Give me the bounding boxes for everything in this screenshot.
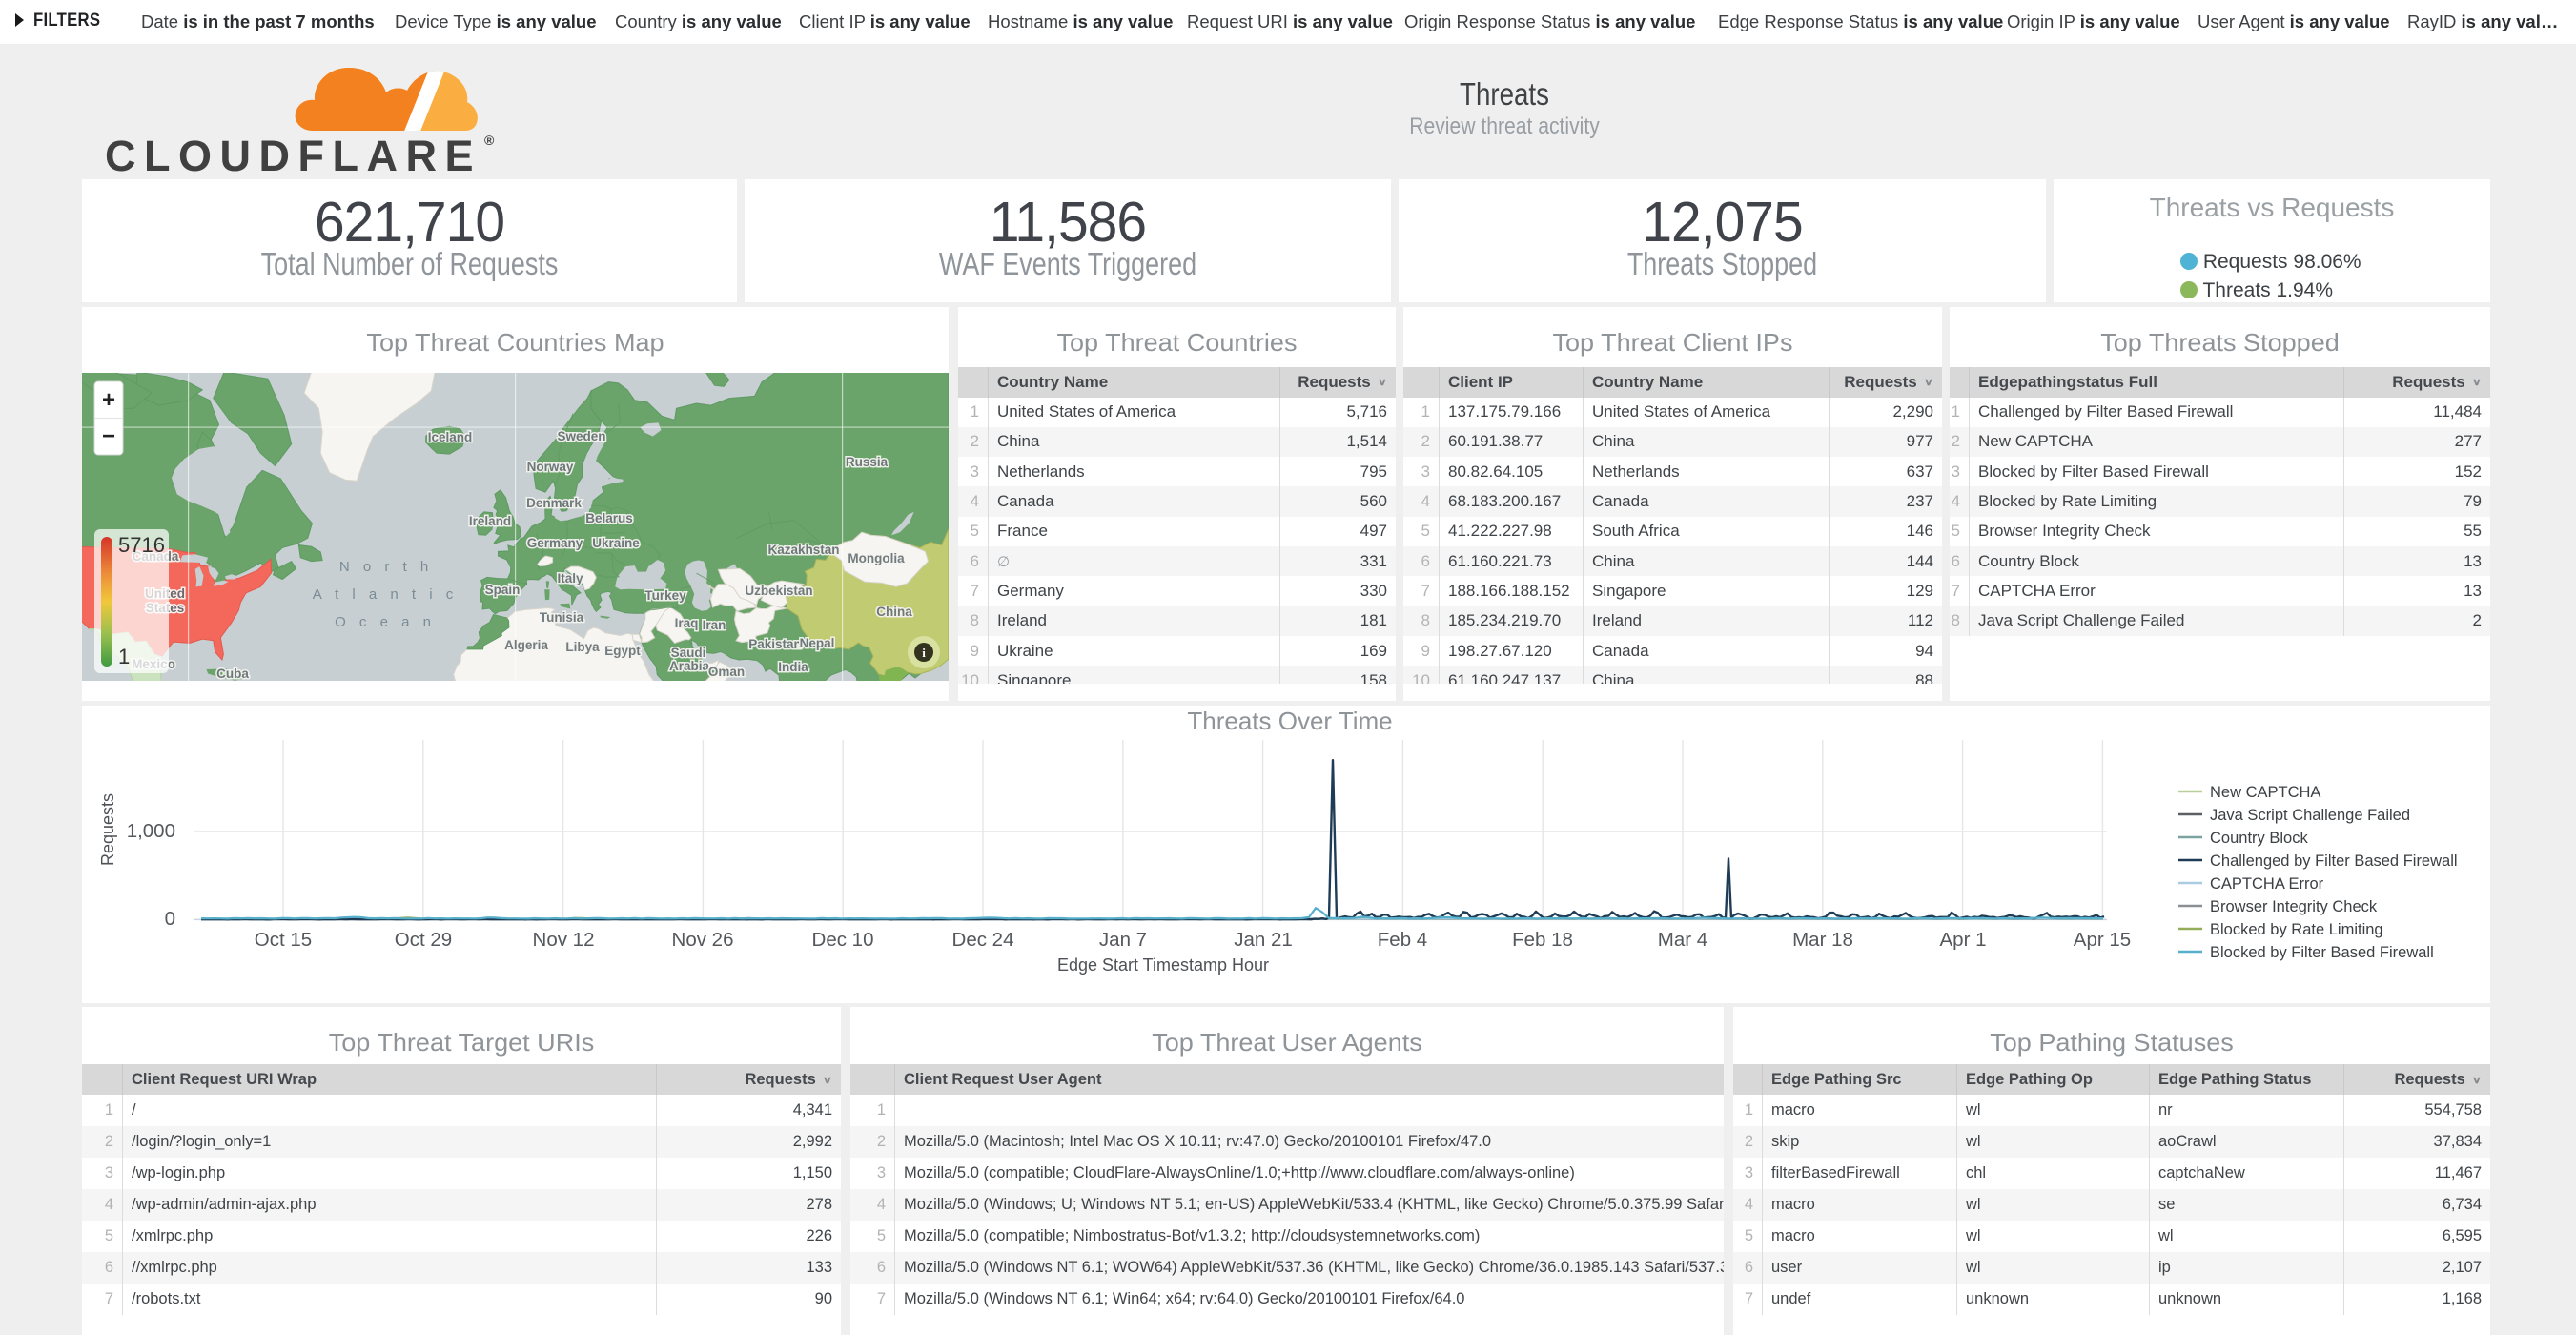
- svg-text:O c e a n: O c e a n: [335, 614, 436, 630]
- svg-text:New CAPTCHA: New CAPTCHA: [2210, 784, 2320, 801]
- svg-text:Country Block: Country Block: [2210, 830, 2308, 847]
- svg-text:Denmark: Denmark: [526, 496, 582, 510]
- svg-text:Apr 1: Apr 1: [1940, 929, 1987, 951]
- svg-text:Oct 15: Oct 15: [255, 929, 312, 951]
- svg-text:Turkey: Turkey: [644, 588, 686, 603]
- svg-text:N o r t h: N o r t h: [339, 559, 433, 575]
- svg-text:China: China: [876, 605, 912, 619]
- svg-text:®: ®: [484, 133, 495, 148]
- svg-text:Arabia: Arabia: [669, 659, 710, 673]
- svg-text:Browser Integrity Check: Browser Integrity Check: [2210, 898, 2378, 915]
- svg-text:+: +: [102, 387, 115, 413]
- svg-text:Mongolia: Mongolia: [848, 551, 905, 565]
- svg-text:1: 1: [118, 645, 130, 668]
- svg-text:Java Script Challenge Failed: Java Script Challenge Failed: [2210, 807, 2410, 824]
- svg-text:Iceland: Iceland: [428, 430, 473, 444]
- svg-text:Italy: Italy: [557, 571, 583, 585]
- svg-text:Requests: Requests: [98, 793, 117, 866]
- svg-text:Jan 7: Jan 7: [1099, 929, 1147, 951]
- svg-text:Nov 26: Nov 26: [672, 929, 734, 951]
- svg-text:A t l a n t i c: A t l a n t i c: [313, 586, 459, 603]
- svg-text:Nov 12: Nov 12: [533, 929, 595, 951]
- svg-text:Blocked by Filter Based Firewa: Blocked by Filter Based Firewall: [2210, 944, 2434, 961]
- svg-text:Mar 4: Mar 4: [1658, 929, 1707, 951]
- svg-text:Feb 18: Feb 18: [1512, 929, 1573, 951]
- svg-text:Russia: Russia: [846, 455, 889, 469]
- svg-text:Blocked by Rate Limiting: Blocked by Rate Limiting: [2210, 921, 2383, 938]
- svg-text:Jan 21: Jan 21: [1234, 929, 1293, 951]
- svg-text:Oct 29: Oct 29: [395, 929, 452, 951]
- svg-text:Mar 18: Mar 18: [1792, 929, 1853, 951]
- svg-text:1,000: 1,000: [127, 820, 175, 842]
- svg-text:5716: 5716: [118, 533, 165, 557]
- svg-text:Nepal: Nepal: [800, 636, 835, 650]
- svg-text:Uzbekistan: Uzbekistan: [745, 584, 812, 598]
- svg-text:Oman: Oman: [708, 665, 745, 679]
- svg-text:Algeria: Algeria: [504, 638, 548, 652]
- svg-text:Threats Over Time: Threats Over Time: [1187, 707, 1392, 735]
- svg-text:Sweden: Sweden: [557, 429, 605, 443]
- svg-text:Edge Start Timestamp Hour: Edge Start Timestamp Hour: [1057, 955, 1269, 975]
- svg-text:Dec 24: Dec 24: [952, 929, 1014, 951]
- svg-text:Ukraine: Ukraine: [592, 536, 640, 550]
- svg-text:Spain: Spain: [485, 583, 521, 597]
- svg-text:CLOUDFLARE: CLOUDFLARE: [105, 132, 481, 180]
- svg-text:i: i: [922, 646, 926, 660]
- svg-text:0: 0: [165, 908, 175, 930]
- svg-text:Dec 10: Dec 10: [812, 929, 874, 951]
- svg-text:Feb 4: Feb 4: [1378, 929, 1427, 951]
- svg-text:−: −: [102, 423, 115, 449]
- svg-text:Saudi: Saudi: [671, 646, 706, 660]
- svg-text:Iraq: Iraq: [675, 616, 699, 630]
- svg-text:Iran: Iran: [703, 618, 726, 632]
- svg-text:Egypt: Egypt: [604, 644, 641, 658]
- svg-text:India: India: [778, 660, 808, 674]
- svg-text:Norway: Norway: [527, 460, 574, 474]
- svg-text:Tunisia: Tunisia: [540, 610, 584, 625]
- svg-text:CAPTCHA Error: CAPTCHA Error: [2210, 875, 2324, 893]
- svg-text:Cuba: Cuba: [216, 667, 249, 681]
- svg-text:Apr 15: Apr 15: [2074, 929, 2131, 951]
- svg-text:Germany: Germany: [527, 536, 583, 550]
- svg-text:Kazakhstan: Kazakhstan: [767, 543, 839, 557]
- svg-text:Ireland: Ireland: [469, 514, 511, 528]
- svg-text:Belarus: Belarus: [585, 511, 633, 525]
- svg-text:Pakistan: Pakistan: [748, 637, 802, 651]
- svg-text:Challenged by Filter Based Fir: Challenged by Filter Based Firewall: [2210, 852, 2458, 870]
- svg-text:Libya: Libya: [565, 640, 600, 654]
